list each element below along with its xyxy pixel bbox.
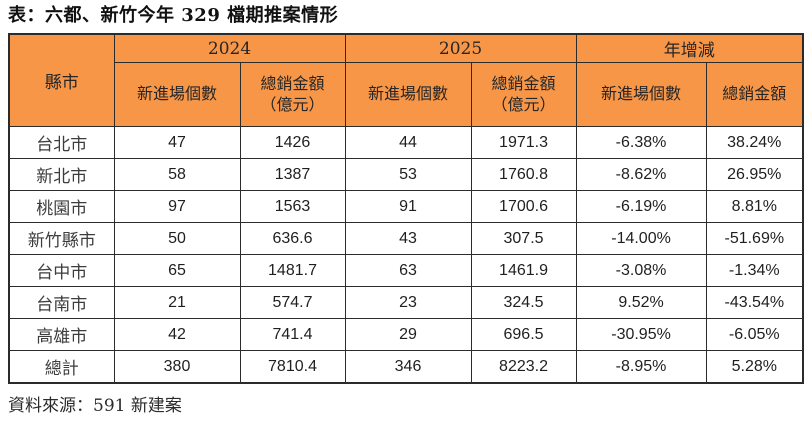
table-cell: -1.34%: [705, 254, 804, 287]
table-cell: 38.24%: [705, 126, 804, 159]
header-group-2025: 2025: [344, 33, 577, 63]
row-label: 台北市: [8, 126, 115, 159]
row-label: 總計: [8, 350, 115, 384]
table-cell: 1700.6: [470, 190, 577, 223]
header-2025-count: 新進場個數: [344, 62, 472, 127]
table-cell: 7810.4: [239, 350, 346, 384]
row-label: 桃園市: [8, 190, 115, 223]
table-cell: -3.08%: [575, 254, 707, 287]
table-cell: 23: [344, 286, 472, 319]
table-cell: 21: [113, 286, 241, 319]
table-cell: 1387: [239, 158, 346, 191]
table-cell: -6.19%: [575, 190, 707, 223]
table-cell: -30.95%: [575, 318, 707, 351]
table-cell: 696.5: [470, 318, 577, 351]
table-cell: -14.00%: [575, 222, 707, 255]
header-2024-amount: 總銷金額 （億元）: [239, 62, 346, 127]
table-cell: 1426: [239, 126, 346, 159]
table-row-newtaipei: 新北市 58 1387 53 1760.8 -8.62% 26.95%: [8, 158, 804, 191]
table-cell: 43: [344, 222, 472, 255]
header-2025-amount: 總銷金額 （億元）: [470, 62, 577, 127]
table-cell: 5.28%: [705, 350, 804, 384]
table-cell: 50: [113, 222, 241, 255]
table-cell: 65: [113, 254, 241, 287]
table-cell: -6.05%: [705, 318, 804, 351]
table-row-taichung: 台中市 65 1481.7 63 1461.9 -3.08% -1.34%: [8, 254, 804, 287]
table-cell: 1481.7: [239, 254, 346, 287]
table-cell: 307.5: [470, 222, 577, 255]
row-label: 台南市: [8, 286, 115, 319]
table-row-taipei: 台北市 47 1426 44 1971.3 -6.38% 38.24%: [8, 126, 804, 159]
header-sub-row: 新進場個數 總銷金額 （億元） 新進場個數 總銷金額 （億元） 新進場個數 總銷…: [9, 62, 804, 127]
header-2024-count: 新進場個數: [113, 62, 241, 127]
table-cell: 91: [344, 190, 472, 223]
page: 表：六都、新竹今年 329 檔期推案情形 縣市 2024 2025 年增減 新進…: [0, 4, 810, 421]
header-yoy-amount: 總銷金額: [705, 62, 804, 127]
table-cell: 1563: [239, 190, 346, 223]
table-cell: 63: [344, 254, 472, 287]
table-cell: 380: [113, 350, 241, 384]
table-cell: 1971.3: [470, 126, 577, 159]
table-cell: 26.95%: [705, 158, 804, 191]
table-cell: 636.6: [239, 222, 346, 255]
table-cell: -6.38%: [575, 126, 707, 159]
header-yoy-count: 新進場個數: [575, 62, 707, 127]
table-cell: 58: [113, 158, 241, 191]
table-cell: -8.62%: [575, 158, 707, 191]
table-cell: 8.81%: [705, 190, 804, 223]
table-row-total: 總計 380 7810.4 346 8223.2 -8.95% 5.28%: [8, 350, 804, 384]
header-group-yoy: 年增減: [575, 33, 804, 63]
row-label: 高雄市: [8, 318, 115, 351]
table-row-tainan: 台南市 21 574.7 23 324.5 9.52% -43.54%: [8, 286, 804, 319]
table-cell: 53: [344, 158, 472, 191]
header-group-2024: 2024: [113, 33, 346, 63]
table-cell: 741.4: [239, 318, 346, 351]
table-cell: -43.54%: [705, 286, 804, 319]
data-table: 縣市 2024 2025 年增減 新進場個數 總銷金額 （億元） 新進場個數 總…: [8, 33, 805, 384]
table-cell: 97: [113, 190, 241, 223]
table-cell: 346: [344, 350, 472, 384]
row-label: 新竹縣市: [8, 222, 115, 255]
row-label: 新北市: [8, 158, 115, 191]
data-source: 資料來源：591 新建案: [8, 396, 182, 416]
table-cell: 324.5: [470, 286, 577, 319]
table-cell: 29: [344, 318, 472, 351]
header-county: 縣市: [8, 33, 115, 127]
table-cell: 44: [344, 126, 472, 159]
table-cell: 9.52%: [575, 286, 707, 319]
header-group-row: 縣市 2024 2025 年增減: [8, 33, 804, 127]
table-row-taoyuan: 桃園市 97 1563 91 1700.6 -6.19% 8.81%: [8, 190, 804, 223]
table-title: 表：六都、新竹今年 329 檔期推案情形: [8, 5, 339, 26]
table-cell: 47: [113, 126, 241, 159]
row-label: 台中市: [8, 254, 115, 287]
table-cell: 1760.8: [470, 158, 577, 191]
table-cell: 574.7: [239, 286, 346, 319]
table-cell: -8.95%: [575, 350, 707, 384]
table-row-hsinchu: 新竹縣市 50 636.6 43 307.5 -14.00% -51.69%: [8, 222, 804, 255]
table-cell: 42: [113, 318, 241, 351]
table-cell: 1461.9: [470, 254, 577, 287]
table-cell: 8223.2: [470, 350, 577, 384]
table-row-kaohsiung: 高雄市 42 741.4 29 696.5 -30.95% -6.05%: [8, 318, 804, 351]
table-cell: -51.69%: [705, 222, 804, 255]
